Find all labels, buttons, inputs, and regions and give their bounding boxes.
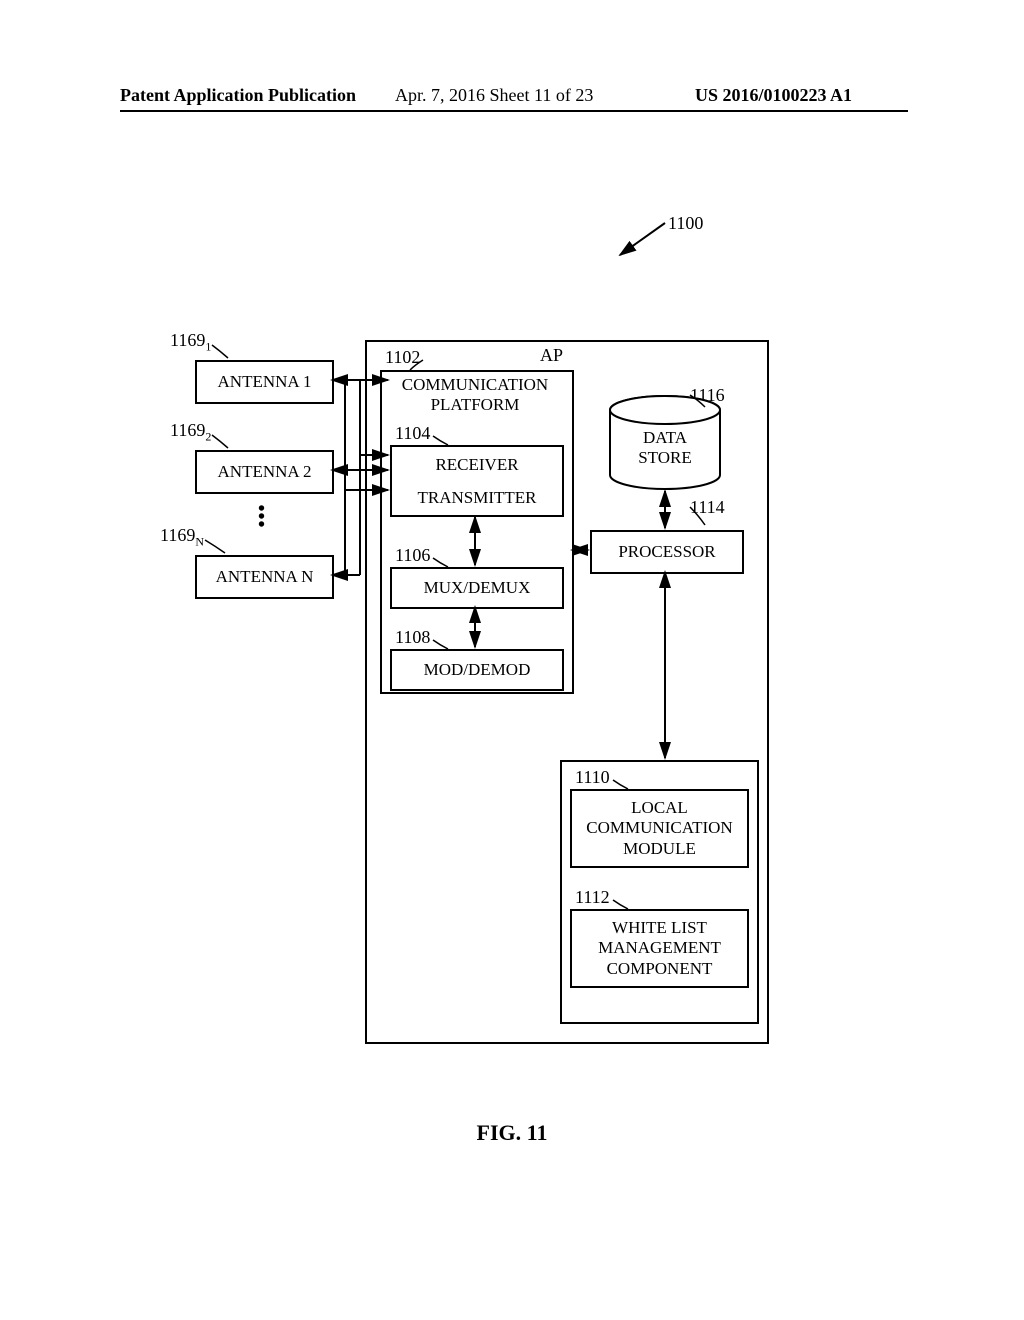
- mux-label: MUX/DEMUX: [424, 578, 531, 598]
- ellipsis-dots: •••: [258, 505, 265, 529]
- transmitter-label: TRANSMITTER: [418, 488, 537, 508]
- antenna-n-box: ANTENNA N: [195, 555, 334, 599]
- ref-1114: 1114: [690, 497, 725, 518]
- antenna-n-label: ANTENNA N: [216, 567, 314, 587]
- ref-1169-n-sub: N: [195, 535, 204, 549]
- comm-platform-label: COMMUNICATION PLATFORM: [390, 375, 560, 415]
- processor-label: PROCESSOR: [618, 542, 715, 562]
- ref-antenna-2: 11692: [170, 420, 211, 445]
- ref-1102: 1102: [385, 347, 420, 368]
- ref-antenna-1: 11691: [170, 330, 211, 355]
- ap-label: AP: [540, 345, 563, 366]
- ref-1100: 1100: [668, 213, 703, 234]
- antenna-2-label: ANTENNA 2: [218, 462, 312, 482]
- header-publication: Patent Application Publication: [120, 85, 356, 106]
- ref-1169-2-num: 1169: [170, 420, 205, 440]
- header-pub-number: US 2016/0100223 A1: [695, 85, 852, 106]
- header-rule: [120, 110, 908, 112]
- ref-1169-n-num: 1169: [160, 525, 195, 545]
- local-comm-box: LOCAL COMMUNICATION MODULE: [570, 789, 749, 868]
- ref-1106: 1106: [395, 545, 430, 566]
- antenna-1-box: ANTENNA 1: [195, 360, 334, 404]
- local-comm-label: LOCAL COMMUNICATION MODULE: [572, 798, 747, 859]
- antenna-1-label: ANTENNA 1: [218, 372, 312, 392]
- ref-1104: 1104: [395, 423, 430, 444]
- whitelist-box: WHITE LIST MANAGEMENT COMPONENT: [570, 909, 749, 988]
- ref-1112: 1112: [575, 887, 610, 908]
- antenna-2-box: ANTENNA 2: [195, 450, 334, 494]
- mod-box: MOD/DEMOD: [390, 649, 564, 691]
- mod-label: MOD/DEMOD: [424, 660, 531, 680]
- ref-1116: 1116: [690, 385, 725, 406]
- header-date-sheet: Apr. 7, 2016 Sheet 11 of 23: [395, 85, 593, 106]
- receiver-box: RECEIVER: [390, 445, 564, 484]
- figure-diagram: 1100 AP 11691 ANTENNA 1 11692 ANTENNA 2 …: [120, 195, 908, 1115]
- ref-1169-2-sub: 2: [205, 430, 211, 444]
- transmitter-box: TRANSMITTER: [390, 480, 564, 517]
- ref-1108: 1108: [395, 627, 430, 648]
- ref-1110: 1110: [575, 767, 610, 788]
- mux-box: MUX/DEMUX: [390, 567, 564, 609]
- figure-caption: FIG. 11: [0, 1120, 1024, 1146]
- processor-box: PROCESSOR: [590, 530, 744, 574]
- ref-1169-1-sub: 1: [205, 340, 211, 354]
- whitelist-label: WHITE LIST MANAGEMENT COMPONENT: [572, 918, 747, 979]
- receiver-label: RECEIVER: [435, 455, 518, 475]
- ref-antenna-n: 1169N: [160, 525, 204, 550]
- ref-1169-1-num: 1169: [170, 330, 205, 350]
